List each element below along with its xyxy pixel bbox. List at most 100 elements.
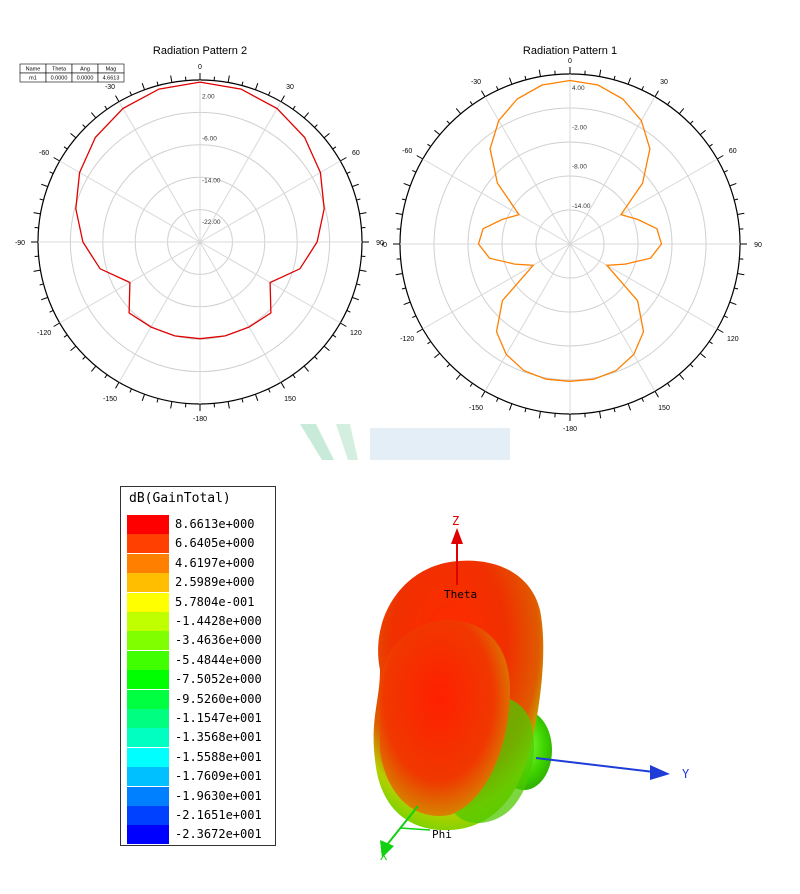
- tick-mark: [481, 390, 486, 398]
- pattern-line: [75, 81, 325, 340]
- legend-swatch: [127, 806, 169, 825]
- tick-mark: [469, 101, 473, 106]
- legend-swatch: [127, 767, 169, 787]
- tick-mark: [41, 296, 48, 301]
- tick-mark: [496, 86, 499, 91]
- radiation-pattern-2-chart: Radiation Pattern 2 0 30 60 90 120 150 -180 -150…: [12, 40, 392, 440]
- grid-spoke: [569, 96, 656, 245]
- radial-tick-label: -8.00: [572, 164, 587, 171]
- legend-label: -1.7609e+001: [175, 769, 262, 784]
- tick-mark: [538, 411, 541, 419]
- tick-mark: [412, 315, 417, 318]
- tick-mark: [723, 315, 728, 318]
- tick-mark: [141, 394, 146, 401]
- radial-tick-label: -14.00: [572, 203, 591, 210]
- tick-mark: [524, 408, 527, 413]
- legend-swatch: [127, 553, 169, 573]
- tick-mark: [401, 198, 406, 201]
- grid-spoke: [199, 160, 341, 243]
- tick-mark: [446, 363, 451, 368]
- tick-mark: [141, 83, 146, 90]
- tick-mark: [156, 81, 159, 86]
- theta-tick-label: 0: [198, 64, 202, 71]
- tick-mark: [678, 108, 685, 115]
- legend-label: -7.5052e+000: [175, 672, 262, 687]
- tick-mark: [613, 75, 616, 80]
- legend-swatch: [127, 670, 169, 690]
- tick-mark: [403, 301, 411, 306]
- tick-mark: [70, 345, 77, 352]
- legend-swatch: [127, 515, 169, 534]
- legend-entry: -1.9630e+001: [127, 786, 271, 806]
- legend-swatch: [127, 650, 169, 670]
- tick-mark: [314, 124, 318, 128]
- legend-label: -1.3568e+001: [175, 730, 262, 745]
- tick-mark: [356, 198, 361, 201]
- theta-tick-label: 0: [568, 58, 572, 65]
- watermark-logo: [300, 424, 510, 460]
- marker-table-text: Name: [26, 67, 41, 73]
- tick-mark: [340, 322, 347, 327]
- tick-mark: [292, 105, 296, 110]
- legend-label: -3.4636e+000: [175, 633, 262, 648]
- legend-entry: -2.3672e+001: [127, 825, 271, 845]
- tick-mark: [434, 129, 441, 136]
- tick-mark: [508, 77, 513, 85]
- tick-mark: [538, 69, 541, 77]
- theta-tick-label: 150: [658, 405, 670, 412]
- tick-mark: [303, 365, 310, 372]
- legend-swatch: [127, 709, 169, 728]
- theta-tick-label: 150: [284, 396, 296, 403]
- grid-spoke: [59, 160, 201, 243]
- tick-mark: [496, 397, 499, 402]
- grid-spoke: [118, 241, 201, 383]
- tick-mark: [455, 373, 462, 380]
- tick-mark: [401, 287, 406, 290]
- radial-tick-label: -22.00: [202, 219, 221, 226]
- tick-mark: [729, 301, 737, 306]
- theta-tick-label: -60: [39, 150, 49, 157]
- tick-mark: [115, 382, 120, 389]
- marker-table-text: 0.0000: [51, 76, 68, 82]
- tick-mark: [53, 322, 60, 327]
- theta-tick-label: 60: [729, 148, 737, 155]
- theta-tick-label: 120: [350, 330, 362, 337]
- tick-mark: [416, 155, 424, 160]
- tick-mark: [268, 388, 271, 393]
- grid-spoke: [422, 158, 571, 245]
- tick-mark: [613, 408, 616, 413]
- marker-table-text: Theta: [52, 67, 67, 73]
- tick-mark: [356, 283, 361, 286]
- 3d-plot-svg: Z Theta Y X Phi: [373, 514, 690, 863]
- tick-mark: [524, 75, 527, 80]
- radial-tick-label: 2.00: [202, 94, 215, 101]
- grid-spoke: [199, 241, 282, 383]
- legend-swatch: [127, 612, 169, 631]
- theta-tick-label: 30: [660, 79, 668, 86]
- tick-mark: [346, 310, 351, 313]
- theta-tick-label: 120: [727, 336, 739, 343]
- tick-mark: [280, 382, 285, 389]
- tick-mark: [227, 75, 230, 83]
- theta-tick-label: 90: [376, 240, 384, 247]
- radiation-pattern-2-svg: Radiation Pattern 2 0 30 60 90 120 150 -180 -150…: [15, 45, 384, 423]
- tick-mark: [469, 382, 473, 387]
- legend-entry: 8.6613e+000: [127, 515, 271, 534]
- legend-label: -1.4428e+000: [175, 614, 262, 628]
- tick-mark: [49, 171, 54, 174]
- tick-mark: [699, 352, 706, 359]
- y-axis-arrow: [650, 765, 670, 780]
- tick-mark: [689, 363, 694, 368]
- theta-tick-label: 90: [754, 242, 762, 249]
- legend-entry: -1.3568e+001: [127, 728, 271, 748]
- tick-mark: [63, 334, 68, 338]
- tick-mark: [115, 95, 120, 102]
- theta-tick-label: -150: [103, 396, 117, 403]
- grid-spoke: [569, 243, 718, 330]
- marker-table-cell: [97, 72, 125, 83]
- tick-mark: [395, 212, 403, 215]
- marker-table: Name Theta Ang Mag m1 0.0000 0.0000 4.6613: [19, 63, 125, 83]
- legend-swatch: [127, 728, 169, 748]
- tick-mark: [427, 341, 432, 345]
- legend-swatch: [127, 631, 169, 651]
